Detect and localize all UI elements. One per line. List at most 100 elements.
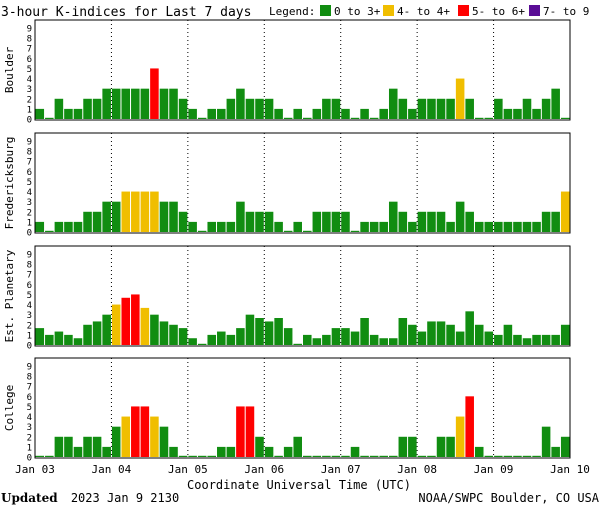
k-index-bar [54, 331, 64, 345]
k-index-bar [560, 117, 570, 119]
k-index-bar [427, 98, 436, 119]
k-index-bar [560, 324, 570, 345]
k-index-bar [92, 211, 102, 232]
legend-swatch [529, 5, 540, 16]
k-index-bar [92, 98, 102, 119]
k-index-bar [369, 221, 379, 232]
k-index-bar [408, 221, 417, 232]
k-index-bar [207, 221, 217, 232]
y-tick-label: 4 [27, 188, 32, 198]
k-index-bar [54, 436, 64, 457]
k-index-bar [369, 117, 379, 119]
k-index-bar [64, 108, 73, 119]
x-tick-label: Jan 09 [474, 463, 514, 476]
k-index-bar [474, 324, 484, 345]
legend-label: Legend: [269, 5, 315, 18]
x-tick-label: Jan 03 [15, 463, 55, 476]
k-index-bar [283, 117, 293, 119]
y-tick-label: 3 [27, 85, 32, 95]
k-index-bar [83, 211, 92, 232]
k-index-bar [73, 338, 83, 345]
y-tick-label: 1 [27, 218, 32, 228]
k-index-bar [503, 108, 513, 119]
k-index-bar [121, 416, 131, 457]
y-tick-label: 5 [27, 65, 32, 75]
k-index-bar [465, 211, 474, 232]
panel-frame [34, 357, 571, 459]
k-index-bar [293, 221, 302, 232]
y-tick-label: 5 [27, 403, 32, 413]
k-index-bar [102, 88, 111, 119]
k-index-bar [388, 201, 398, 232]
y-tick-label: 8 [27, 148, 32, 158]
x-tick-label: Jan 04 [92, 463, 132, 476]
legend-item-label: 0 to 3+ [334, 5, 381, 18]
panel-frame [34, 132, 571, 234]
k-index-bar [522, 221, 532, 232]
k-index-bar [408, 436, 417, 457]
k-index-bar [303, 117, 312, 119]
legend-swatch [458, 5, 469, 16]
x-tick-label: Jan 08 [397, 463, 437, 476]
k-index-bar [169, 324, 178, 345]
k-index-bar [494, 334, 503, 345]
k-index-bar [264, 446, 274, 457]
k-index-bar [417, 331, 427, 345]
y-tick-label: 5 [27, 178, 32, 188]
k-index-bar [322, 334, 331, 345]
k-index-bar [111, 88, 121, 119]
k-index-bar [560, 191, 570, 232]
k-index-bar [226, 221, 236, 232]
x-tick-label: Jan 07 [321, 463, 361, 476]
k-index-bar [140, 191, 150, 232]
k-index-bar [532, 221, 541, 232]
k-index-bar [427, 211, 436, 232]
k-index-bar [188, 108, 197, 119]
k-index-bar [150, 314, 159, 345]
k-index-bar [264, 211, 274, 232]
k-index-bar [350, 117, 360, 119]
k-index-bar [503, 221, 513, 232]
x-tick-label: Jan 06 [244, 463, 284, 476]
y-tick-label: 8 [27, 373, 32, 383]
k-index-bar [217, 221, 226, 232]
y-tick-label: 3 [27, 311, 32, 321]
k-index-bar [64, 334, 73, 345]
k-index-bar [35, 455, 45, 457]
k-index-bar [245, 211, 255, 232]
y-tick-label: 1 [27, 105, 32, 115]
k-index-bar [197, 343, 207, 345]
k-index-bar [484, 455, 494, 457]
k-index-bar [131, 294, 140, 345]
k-index-bar [283, 446, 293, 457]
k-index-bar [264, 321, 274, 345]
k-index-bar [207, 334, 217, 345]
y-tick-label: 9 [27, 363, 32, 373]
k-index-bar [92, 321, 102, 345]
k-index-bar [102, 314, 111, 345]
k-index-bar [494, 455, 503, 457]
k-index-bar [465, 311, 474, 345]
y-tick-label: 7 [27, 158, 32, 168]
k-index-bar [474, 221, 484, 232]
k-index-bar [322, 98, 331, 119]
k-index-bar [436, 211, 446, 232]
k-index-bar [541, 334, 551, 345]
chart-title: 3-hour K-indices for Last 7 days [1, 5, 251, 20]
k-index-bar [121, 88, 131, 119]
k-index-bar [169, 201, 178, 232]
k-index-bar [217, 108, 226, 119]
k-index-bar [455, 78, 465, 119]
k-index-bar [159, 201, 169, 232]
k-index-bar [560, 436, 570, 457]
k-index-bar [513, 221, 522, 232]
k-index-bar [360, 108, 369, 119]
k-index-bar [102, 201, 111, 232]
k-index-bar [64, 221, 73, 232]
k-index-bar [245, 98, 255, 119]
k-index-bar [303, 455, 312, 457]
k-index-bar [379, 338, 388, 345]
k-index-bar [245, 314, 255, 345]
legend-swatch [320, 5, 331, 16]
